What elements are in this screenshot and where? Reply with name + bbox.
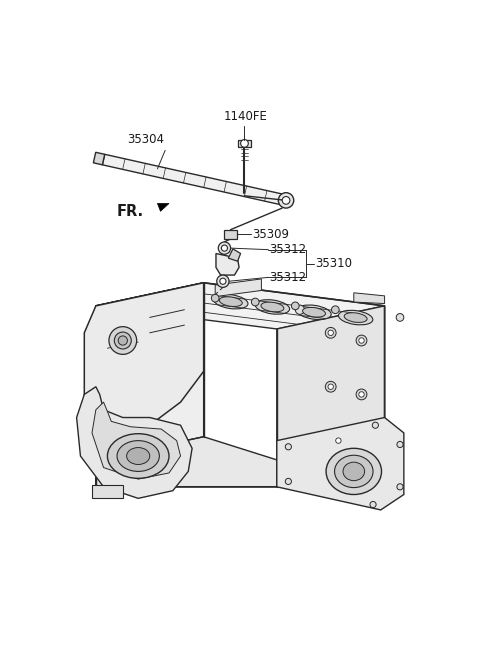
Circle shape: [221, 245, 228, 251]
Ellipse shape: [261, 302, 284, 312]
Circle shape: [285, 443, 291, 450]
Ellipse shape: [127, 447, 150, 464]
Ellipse shape: [302, 308, 325, 317]
Polygon shape: [228, 249, 240, 261]
Circle shape: [118, 336, 127, 345]
Circle shape: [336, 438, 341, 443]
Polygon shape: [215, 279, 262, 297]
Polygon shape: [225, 230, 237, 239]
Ellipse shape: [214, 295, 248, 309]
Circle shape: [218, 242, 230, 255]
Circle shape: [220, 278, 226, 284]
Text: 1140FE: 1140FE: [224, 110, 268, 123]
Text: FR.: FR.: [117, 203, 144, 218]
Circle shape: [282, 197, 290, 204]
Polygon shape: [92, 485, 123, 499]
Polygon shape: [354, 293, 384, 304]
Circle shape: [328, 384, 334, 390]
Polygon shape: [92, 402, 180, 479]
Circle shape: [356, 389, 367, 400]
Circle shape: [325, 381, 336, 392]
Ellipse shape: [344, 313, 367, 322]
Circle shape: [291, 302, 299, 310]
Polygon shape: [157, 203, 169, 211]
Circle shape: [397, 441, 403, 447]
Circle shape: [356, 335, 367, 346]
Circle shape: [359, 338, 364, 343]
Circle shape: [325, 327, 336, 338]
Circle shape: [372, 422, 378, 428]
Polygon shape: [77, 387, 192, 499]
Ellipse shape: [326, 448, 382, 495]
Ellipse shape: [255, 300, 289, 314]
Ellipse shape: [108, 434, 169, 478]
Circle shape: [359, 392, 364, 397]
Circle shape: [285, 478, 291, 485]
Text: 35310: 35310: [315, 257, 352, 270]
Polygon shape: [277, 306, 384, 487]
Ellipse shape: [219, 297, 242, 306]
Circle shape: [332, 306, 339, 314]
Circle shape: [333, 435, 344, 446]
Circle shape: [397, 483, 403, 490]
Circle shape: [252, 298, 259, 306]
Polygon shape: [102, 154, 287, 205]
Ellipse shape: [343, 462, 365, 481]
Polygon shape: [84, 283, 204, 441]
Polygon shape: [216, 253, 239, 275]
Circle shape: [278, 193, 294, 208]
Circle shape: [211, 295, 219, 302]
Circle shape: [240, 140, 248, 147]
Ellipse shape: [335, 455, 373, 487]
Circle shape: [109, 327, 137, 354]
Circle shape: [217, 275, 229, 287]
Polygon shape: [93, 152, 105, 165]
Ellipse shape: [117, 441, 159, 472]
Text: 35312: 35312: [269, 271, 306, 284]
Circle shape: [396, 314, 404, 321]
Polygon shape: [238, 140, 251, 147]
Ellipse shape: [338, 310, 373, 325]
Text: 35309: 35309: [252, 228, 289, 241]
Polygon shape: [277, 417, 404, 510]
Polygon shape: [96, 283, 204, 460]
Polygon shape: [96, 283, 384, 329]
Circle shape: [370, 501, 376, 508]
Polygon shape: [96, 437, 277, 487]
Ellipse shape: [297, 305, 331, 319]
Text: 35312: 35312: [269, 243, 306, 256]
Circle shape: [328, 330, 334, 335]
Circle shape: [295, 305, 304, 314]
Text: 35304: 35304: [127, 133, 164, 146]
Circle shape: [114, 332, 131, 349]
